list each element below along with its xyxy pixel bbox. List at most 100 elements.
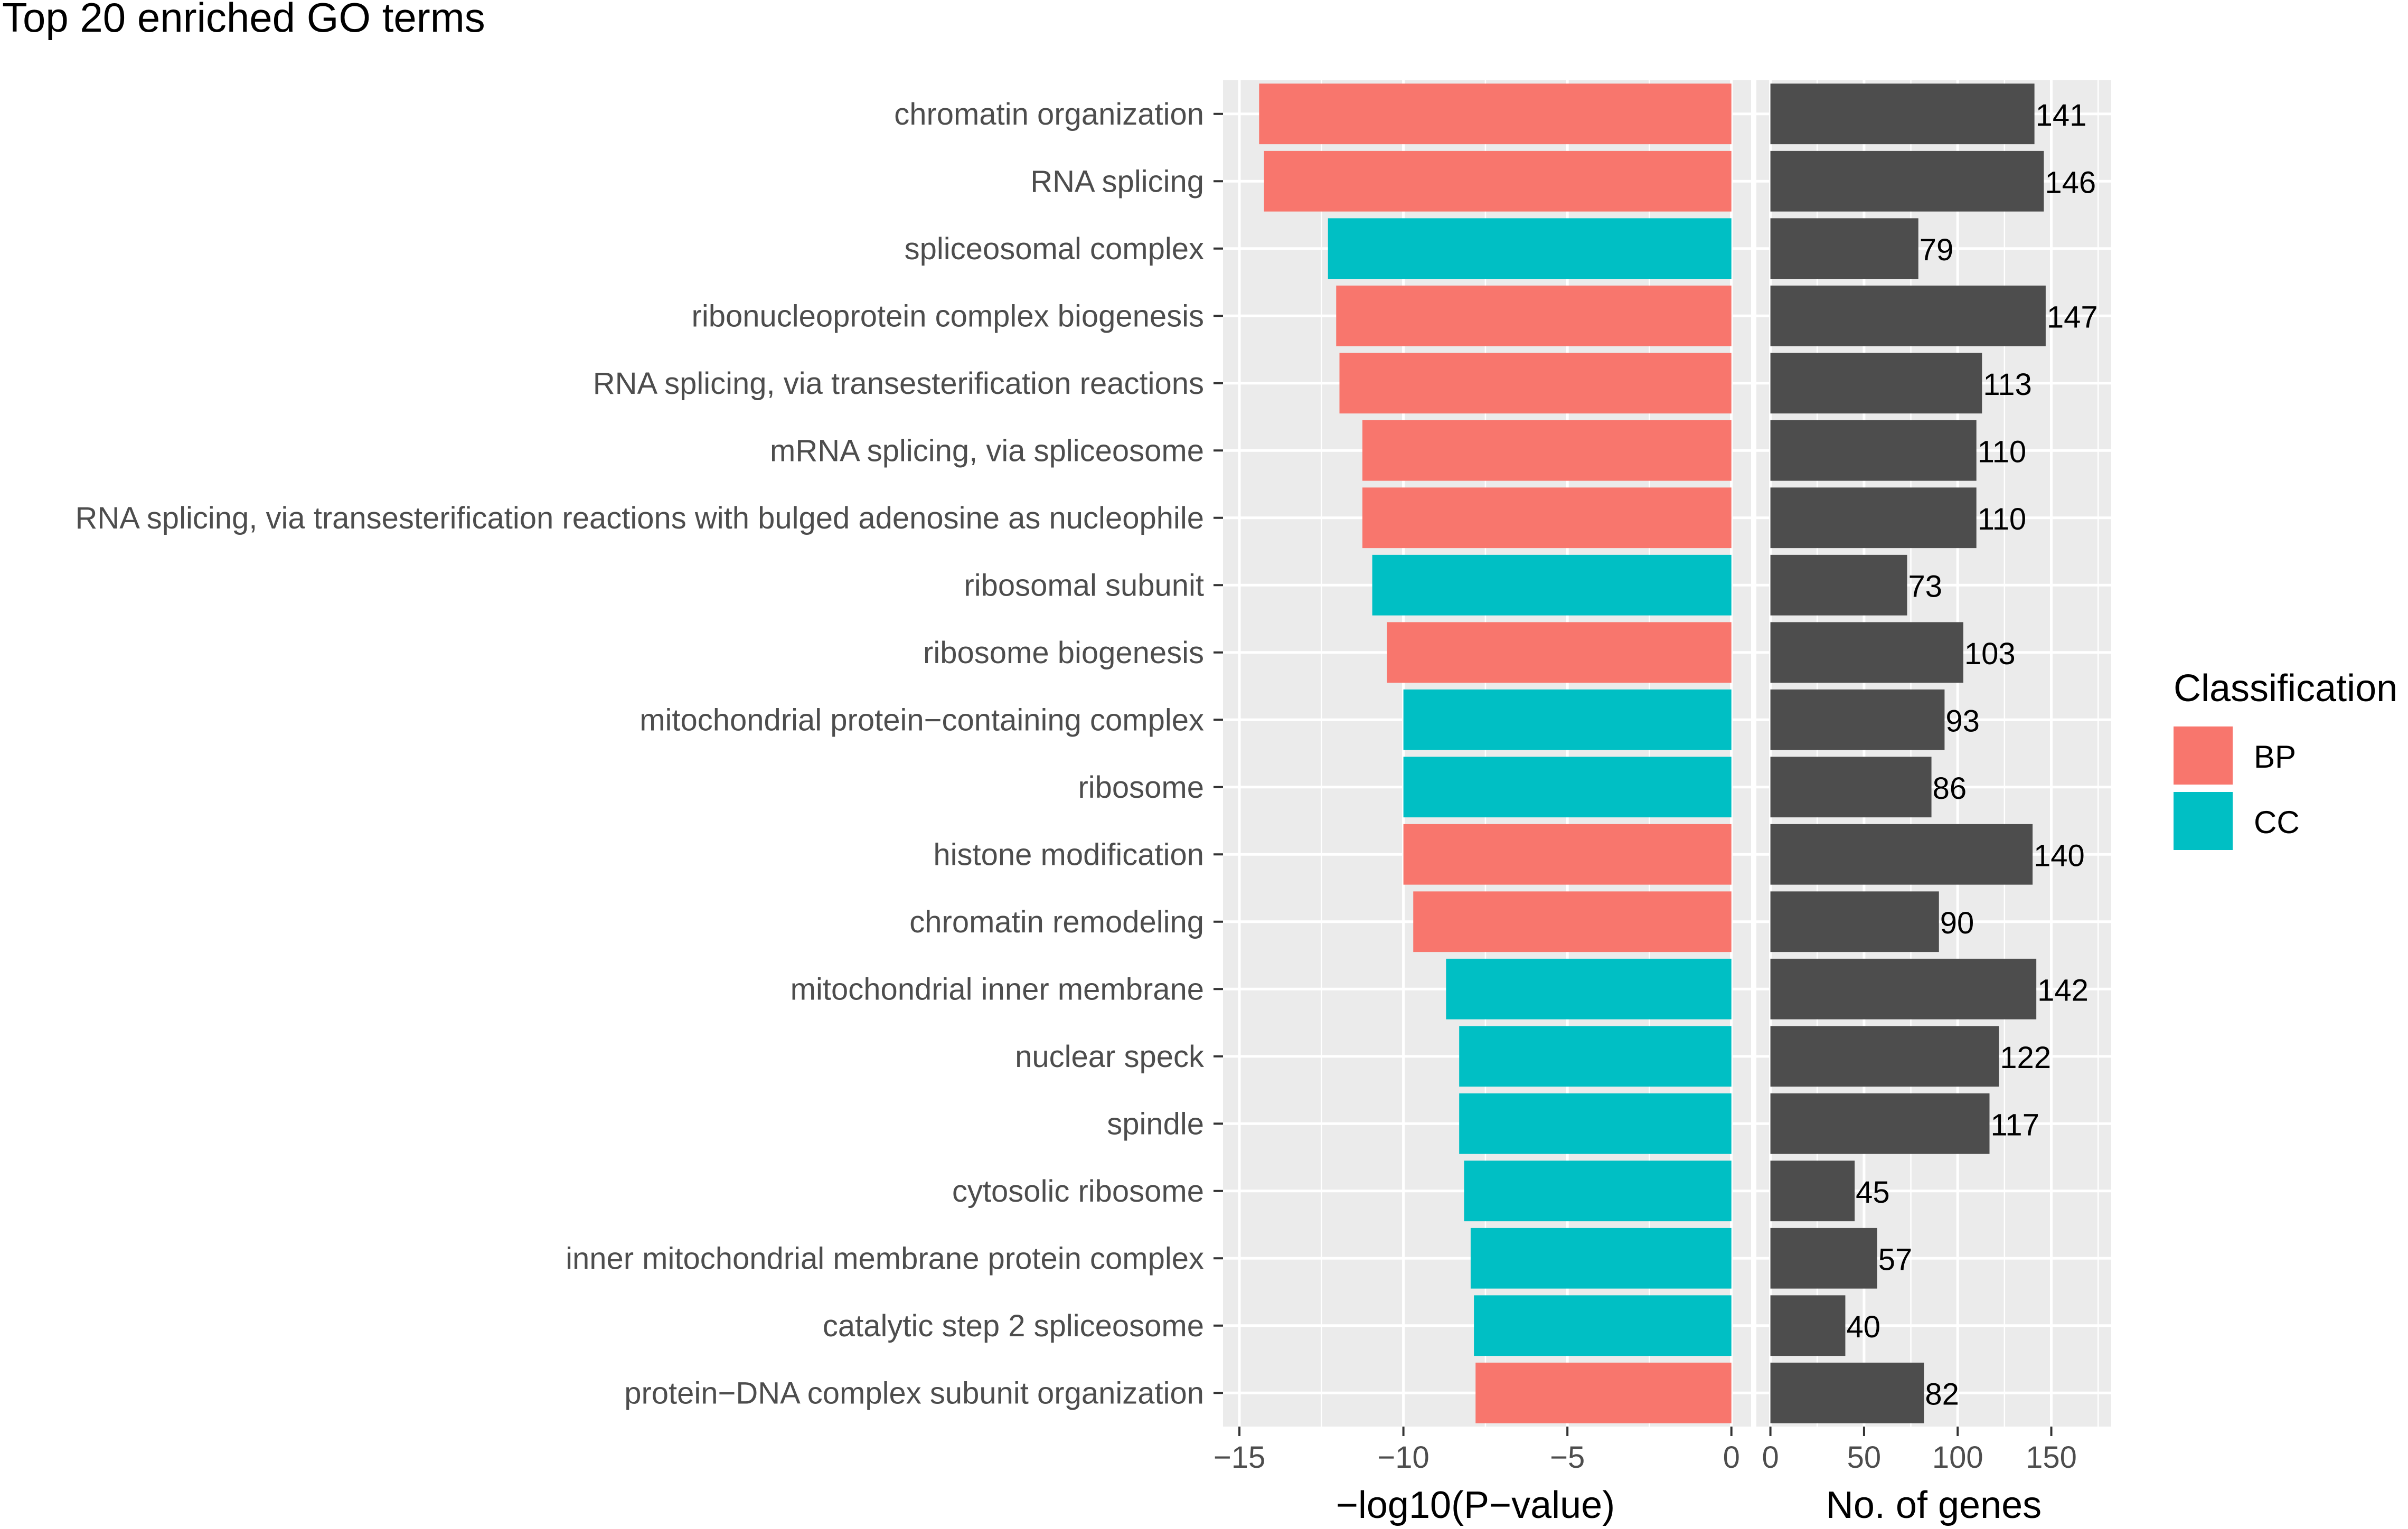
genes-value-label: 79 <box>1920 233 1954 267</box>
genes-value-label: 90 <box>1940 906 1974 940</box>
genes-value-label: 45 <box>1856 1175 1890 1210</box>
genes-value-label: 141 <box>2036 98 2087 133</box>
category-label: mitochondrial inner membrane <box>791 972 1204 1006</box>
pvalue-bar <box>1372 554 1732 616</box>
pvalue-bar <box>1475 1362 1732 1423</box>
pvalue-bar <box>1403 757 1732 818</box>
genes-value-label: 40 <box>1846 1310 1880 1344</box>
category-label: histone modification <box>933 837 1204 872</box>
legend-title: Classification <box>2174 667 2397 710</box>
pvalue-bars <box>1259 83 1732 1423</box>
category-label: RNA splicing, via transesterification re… <box>593 366 1204 401</box>
genes-bar <box>1770 757 1932 818</box>
legend-key-cc <box>2174 792 2233 850</box>
pvalue-bar <box>1446 958 1732 1020</box>
genes-x-tick-label: 150 <box>2026 1440 2077 1475</box>
genes-bar <box>1770 83 2035 145</box>
genes-bar <box>1770 1295 1846 1356</box>
category-label: cytosolic ribosome <box>952 1174 1204 1209</box>
genes-bar <box>1770 420 1977 481</box>
pvalue-bar <box>1413 891 1732 952</box>
genes-bar <box>1770 554 1907 616</box>
legend-key-bp <box>2174 726 2233 785</box>
pvalue-bar <box>1339 353 1732 414</box>
genes-value-label: 57 <box>1878 1242 1913 1277</box>
genes-value-label: 110 <box>1978 502 2026 536</box>
chart-title: Top 20 enriched GO terms <box>2 0 485 41</box>
genes-x-tick-label: 50 <box>1847 1440 1882 1475</box>
pvalue-bar <box>1470 1228 1732 1289</box>
pvalue-bar <box>1259 83 1732 145</box>
legend: Classification BP CC <box>2174 667 2397 850</box>
genes-value-label: 113 <box>1983 367 2031 402</box>
genes-bar <box>1770 1093 1990 1154</box>
genes-axis-title: No. of genes <box>1826 1484 2042 1526</box>
category-label: RNA splicing <box>1030 164 1204 199</box>
pvalue-bar <box>1474 1295 1732 1356</box>
genes-bar <box>1770 1026 1999 1087</box>
genes-bar <box>1770 353 1982 414</box>
genes-value-label: 122 <box>2000 1041 2051 1075</box>
genes-value-label: 93 <box>1945 704 1980 738</box>
pvalue-bar <box>1459 1093 1732 1154</box>
genes-value-label: 73 <box>1908 569 1942 603</box>
pvalue-bar <box>1336 285 1732 346</box>
genes-x-tick-label: 100 <box>1932 1440 1983 1475</box>
genes-bars: 141 146 79 147 113 110 110 73 103 93 86 140 90 142 122… <box>1770 83 2098 1423</box>
genes-bar <box>1770 285 2046 346</box>
pvalue-axis-title: −log10(P−value) <box>1336 1484 1615 1526</box>
legend-label-bp: BP <box>2254 739 2296 775</box>
genes-bar <box>1770 689 1945 750</box>
pvalue-x-tick-label: −5 <box>1550 1440 1585 1475</box>
genes-bar <box>1770 218 1918 279</box>
genes-bar <box>1770 958 2037 1020</box>
category-label: nuclear speck <box>1015 1040 1205 1074</box>
category-label: ribosome biogenesis <box>923 636 1204 670</box>
pvalue-bar <box>1464 1160 1732 1222</box>
pvalue-panel-background <box>1223 80 1751 1427</box>
genes-bar <box>1770 824 2033 885</box>
category-label: catalytic step 2 spliceosome <box>823 1309 1204 1343</box>
genes-value-label: 103 <box>1964 637 2016 671</box>
pvalue-bar <box>1264 150 1732 212</box>
category-label: protein−DNA complex subunit organization <box>624 1376 1204 1410</box>
pvalue-panel: −15 −10 −5 0 −log10(P−value) <box>1214 80 1751 1526</box>
genes-panel-background <box>1756 80 2111 1427</box>
genes-value-label: 147 <box>2047 300 2098 334</box>
genes-value-label: 117 <box>1990 1108 2039 1142</box>
pvalue-bar <box>1403 824 1732 885</box>
genes-value-label: 82 <box>1925 1377 1959 1411</box>
category-label: spliceosomal complex <box>905 232 1204 266</box>
legend-label-cc: CC <box>2254 805 2300 840</box>
category-label: mRNA splicing, via spliceosome <box>770 433 1204 468</box>
pvalue-bar <box>1387 622 1732 683</box>
pvalue-bar <box>1459 1026 1732 1087</box>
pvalue-x-tick-label: −10 <box>1377 1440 1429 1475</box>
genes-x-axis: 0 50 100 150 <box>1762 1427 2077 1475</box>
category-label: chromatin remodeling <box>909 905 1204 939</box>
category-label: ribosome <box>1078 770 1204 805</box>
category-label: chromatin organization <box>894 97 1204 131</box>
pvalue-x-tick-label: 0 <box>1723 1440 1740 1475</box>
pvalue-bar <box>1328 218 1732 279</box>
genes-bar <box>1770 1228 1877 1289</box>
pvalue-x-axis: −15 −10 −5 0 <box>1214 1427 1740 1475</box>
pvalue-x-tick-label: −15 <box>1214 1440 1265 1475</box>
genes-value-label: 110 <box>1978 435 2026 469</box>
category-label: inner mitochondrial membrane protein com… <box>566 1241 1204 1276</box>
category-label: ribosomal subunit <box>964 568 1204 602</box>
genes-bar <box>1770 891 1939 952</box>
genes-bar <box>1770 1362 1924 1423</box>
genes-bar <box>1770 487 1977 549</box>
genes-x-tick-label: 0 <box>1762 1440 1779 1475</box>
category-label: spindle <box>1107 1107 1204 1141</box>
genes-bar <box>1770 1160 1855 1222</box>
genes-value-label: 142 <box>2037 973 2089 1007</box>
genes-value-label: 140 <box>2034 838 2085 873</box>
category-label: RNA splicing, via transesterification re… <box>75 501 1204 535</box>
genes-panel: 141 146 79 147 113 110 110 73 103 93 86 140 90 142 122… <box>1756 80 2111 1526</box>
category-label: mitochondrial protein−containing complex <box>639 703 1204 737</box>
genes-value-label: 146 <box>2045 165 2096 200</box>
